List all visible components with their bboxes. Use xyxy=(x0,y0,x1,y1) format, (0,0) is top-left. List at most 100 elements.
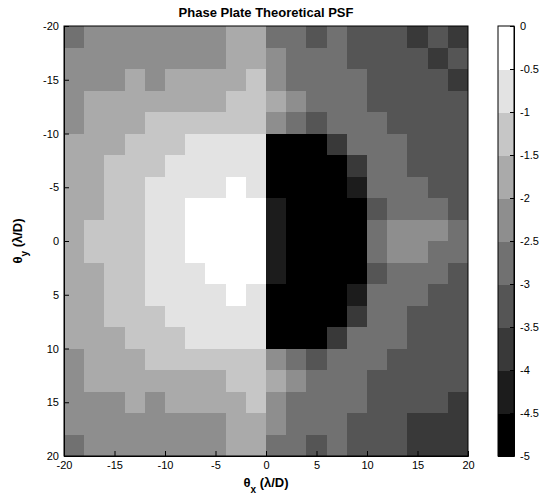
cell xyxy=(165,349,186,371)
cell xyxy=(145,413,166,435)
tick-label: -5 xyxy=(520,450,530,462)
cell xyxy=(185,26,206,48)
cell xyxy=(226,370,247,392)
tick-label: -4 xyxy=(520,364,530,376)
tick-mark xyxy=(510,26,514,27)
cell xyxy=(246,155,267,177)
cell xyxy=(448,327,468,349)
cell xyxy=(145,327,166,349)
cell xyxy=(165,327,186,349)
cell xyxy=(266,48,287,70)
tick-label: -2 xyxy=(520,192,530,204)
cell xyxy=(448,349,468,371)
cell xyxy=(125,48,146,70)
cell xyxy=(347,177,368,199)
tick-mark xyxy=(64,241,69,242)
cell xyxy=(407,306,428,328)
tick-label: 20 xyxy=(462,459,474,471)
cell xyxy=(387,112,408,134)
tick-mark xyxy=(510,198,514,199)
cell xyxy=(205,198,226,220)
cell xyxy=(428,327,449,349)
cell xyxy=(286,155,307,177)
cell xyxy=(185,413,206,435)
cell xyxy=(64,370,85,392)
cell xyxy=(367,220,388,242)
cell xyxy=(125,284,146,306)
cell xyxy=(387,306,408,328)
cell xyxy=(367,349,388,371)
cell xyxy=(125,177,146,199)
cell xyxy=(185,327,206,349)
cell xyxy=(84,263,105,285)
title: Phase Plate Theoretical PSF xyxy=(179,5,354,20)
cell xyxy=(347,220,368,242)
cell xyxy=(266,306,287,328)
cell xyxy=(226,177,247,199)
cell xyxy=(185,155,206,177)
cell xyxy=(246,26,267,48)
cell xyxy=(185,91,206,113)
cell xyxy=(286,349,307,371)
cell xyxy=(306,327,327,349)
cell xyxy=(226,198,247,220)
cell xyxy=(185,112,206,134)
cell xyxy=(64,327,85,349)
colorbar-band xyxy=(498,155,514,199)
cell xyxy=(165,392,186,414)
cell xyxy=(367,48,388,70)
cell xyxy=(205,349,226,371)
cell xyxy=(145,198,166,220)
cell xyxy=(104,26,125,48)
tick: 10 xyxy=(361,451,373,471)
cell xyxy=(104,392,125,414)
cell xyxy=(125,91,146,113)
cell xyxy=(145,241,166,263)
tick: 0 xyxy=(263,451,269,471)
cell xyxy=(387,349,408,371)
y-axis-title: θy (λ/D) xyxy=(10,218,30,263)
axis-line xyxy=(65,451,469,457)
tick-label: -5 xyxy=(211,459,221,471)
tick-mark xyxy=(317,451,318,456)
cell xyxy=(185,435,206,457)
tick-mark xyxy=(165,451,166,456)
cell xyxy=(286,327,307,349)
cell xyxy=(367,392,388,414)
tick: -15 xyxy=(107,451,123,471)
cell xyxy=(165,112,186,134)
cell xyxy=(246,370,267,392)
cell xyxy=(286,392,307,414)
cell xyxy=(428,177,449,199)
tick-label: -1 xyxy=(520,106,530,118)
cell xyxy=(306,198,327,220)
cell xyxy=(347,284,368,306)
cell xyxy=(387,370,408,392)
cell xyxy=(327,134,348,156)
cell xyxy=(428,198,449,220)
tick-mark xyxy=(64,456,69,457)
cell xyxy=(306,155,327,177)
cell xyxy=(64,69,85,91)
cell xyxy=(367,327,388,349)
cell xyxy=(306,435,327,457)
cell xyxy=(246,306,267,328)
tick: 10 xyxy=(47,343,69,355)
cell xyxy=(84,327,105,349)
cell xyxy=(64,112,85,134)
cell xyxy=(387,220,408,242)
cell xyxy=(448,241,468,263)
cell xyxy=(104,284,125,306)
cell xyxy=(104,241,125,263)
cell xyxy=(84,413,105,435)
cell xyxy=(84,69,105,91)
cell xyxy=(226,263,247,285)
cell xyxy=(246,177,267,199)
cell xyxy=(84,284,105,306)
cell xyxy=(185,177,206,199)
cell xyxy=(407,220,428,242)
cell xyxy=(205,155,226,177)
cell xyxy=(246,413,267,435)
tick: -0.5 xyxy=(510,63,539,75)
cell xyxy=(266,284,287,306)
